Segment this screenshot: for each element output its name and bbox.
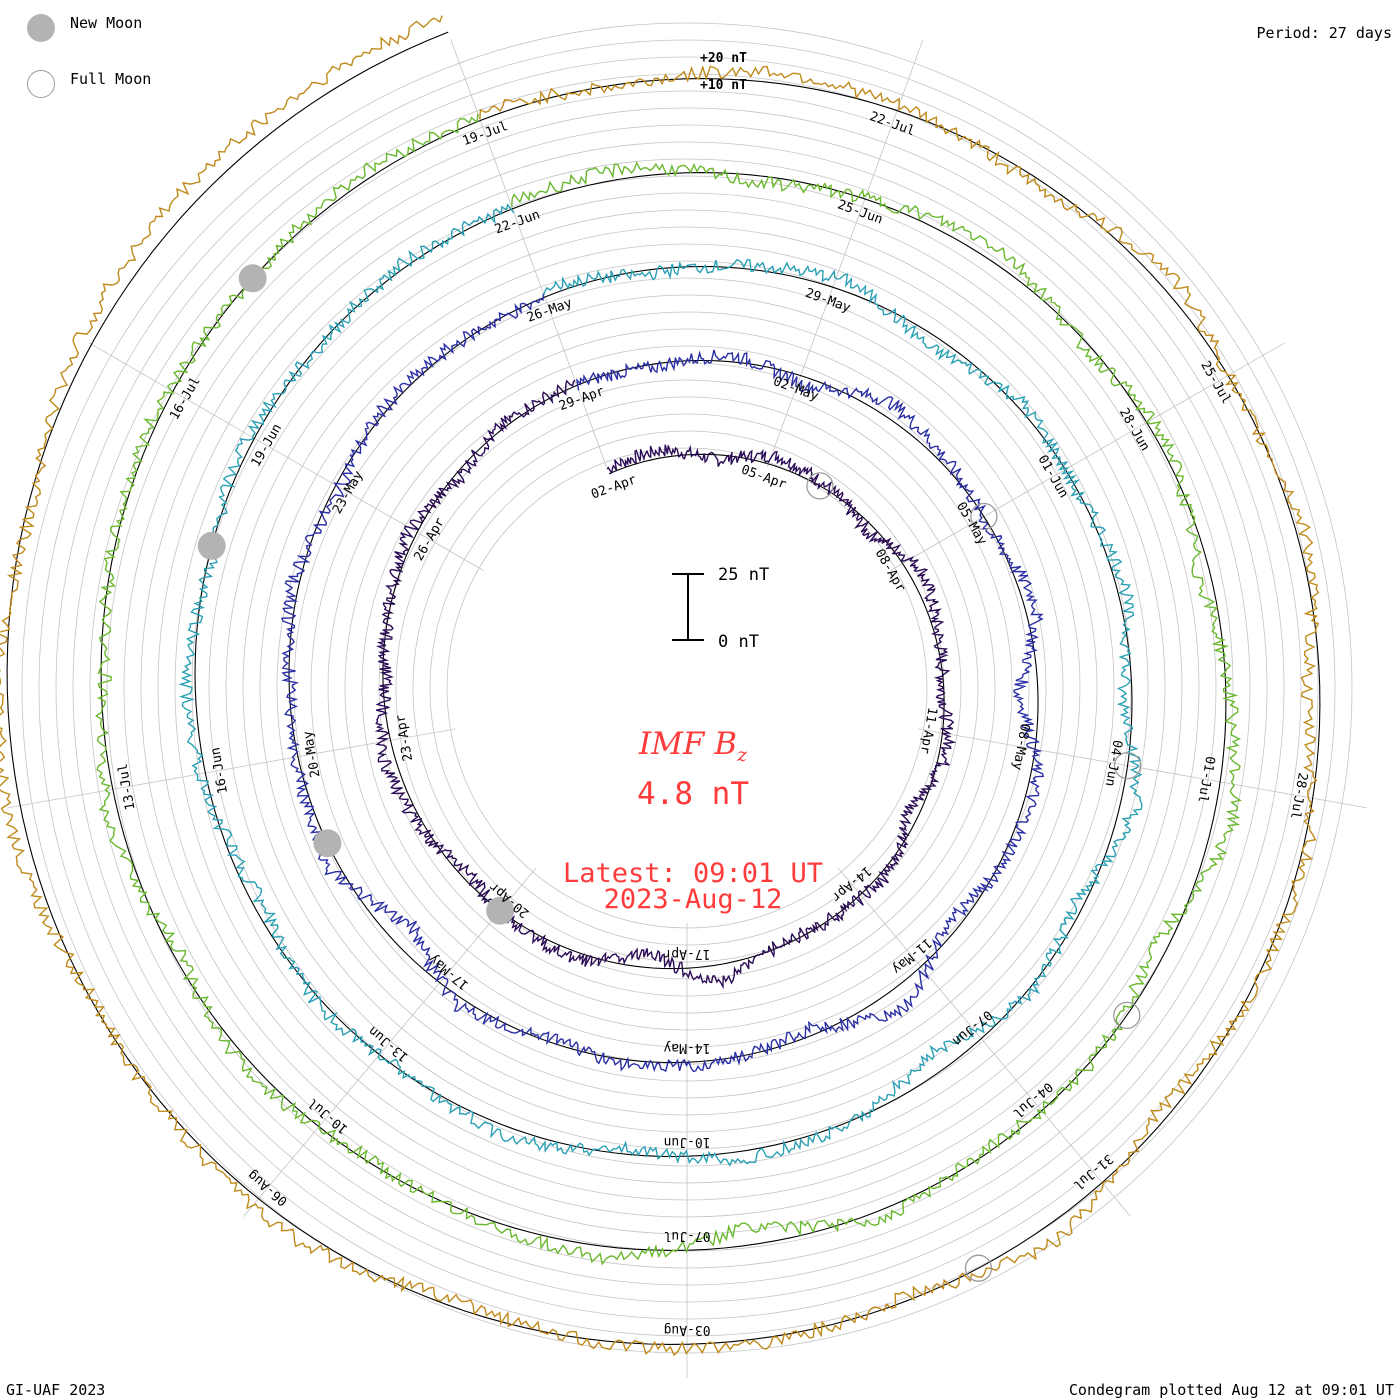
chart-title-main: IMF B <box>638 726 738 762</box>
grid-ring <box>361 362 1013 1014</box>
new-moon-label: New Moon <box>70 14 143 32</box>
date-label: 25-Jun <box>835 197 884 227</box>
date-label: 31-Jul <box>1070 1151 1116 1193</box>
chart-title-sub: z <box>737 744 748 767</box>
latest-date: 2023-Aug-12 <box>603 884 783 915</box>
chart-title: IMF Bz <box>0 726 1386 766</box>
scale-bar: 25 nT 0 nT <box>672 565 769 652</box>
date-label: 22-Jul <box>867 109 916 139</box>
footer-credit: GI-UAF 2023 <box>6 1381 106 1399</box>
date-label: 10-Jun <box>664 1134 711 1149</box>
date-label: 26-May <box>525 296 574 326</box>
bz-trace-2023-May-26 <box>178 203 1143 1167</box>
scale-bar-bottom-label: 0 nT <box>718 632 759 652</box>
ring-scale-labels: +20 nT +10 nT <box>700 51 747 93</box>
date-label: 07-Jul <box>664 1228 711 1243</box>
latest-time: Latest: 09:01 UT <box>562 858 824 889</box>
day-spoke <box>89 342 484 571</box>
full-moon-marker <box>1113 1001 1141 1030</box>
period-label: Period: 27 days <box>1256 24 1392 42</box>
date-label: 04-Jul <box>1010 1079 1056 1121</box>
full-moon-marker <box>806 472 834 500</box>
bz-traces <box>0 15 1320 1357</box>
bz-trace-2023-Jul-19 <box>0 15 1320 1357</box>
day-spoke <box>837 867 1131 1217</box>
new-moon-marker <box>313 829 342 858</box>
ring-scale-upper: +20 nT <box>700 51 747 66</box>
date-label: 29-May <box>803 286 852 316</box>
date-label: 22-Jun <box>493 207 542 237</box>
new-moon-marker <box>486 896 515 925</box>
zero-spiral <box>6 31 1321 1345</box>
grid-ring <box>446 447 928 929</box>
date-label: 17-Apr <box>663 946 710 961</box>
zero-circles <box>6 31 1321 1345</box>
day-spoke <box>918 728 1367 809</box>
date-label: 19-Jul <box>461 119 510 149</box>
latest-value: 4.8 nT <box>637 776 749 812</box>
full-moon-marker <box>970 502 998 531</box>
footer-plotted: Condegram plotted Aug 12 at 09:01 UT <box>1068 1381 1394 1399</box>
date-label: 13-Jun <box>366 1023 412 1065</box>
new-moon-marker <box>197 531 226 560</box>
full-moon-label: Full Moon <box>70 70 152 88</box>
scale-bar-top-label: 25 nT <box>718 565 769 585</box>
date-label: 02-Apr <box>589 472 638 502</box>
date-label: 03-Aug <box>664 1322 711 1337</box>
bz-trace-2023-Apr-02 <box>374 379 957 990</box>
date-label: 29-Apr <box>557 384 606 414</box>
full-moon-icon <box>27 70 55 98</box>
new-moon-marker <box>238 264 267 293</box>
date-label: 01-Jun <box>1034 453 1070 501</box>
bz-trace-2023-Jun-22 <box>95 113 1242 1266</box>
day-spoke <box>450 39 607 468</box>
new-moon-icon <box>27 14 55 42</box>
date-label: 19-Jun <box>249 421 285 469</box>
full-moon-marker <box>964 1254 993 1282</box>
day-spokes <box>7 39 1367 1379</box>
date-label: 10-Jul <box>305 1095 351 1137</box>
moon-markers <box>197 264 1142 1282</box>
ring-scale-lower: +10 nT <box>700 78 747 93</box>
date-label: 07-Jun <box>949 1007 995 1049</box>
date-label: 23-May <box>330 468 367 516</box>
day-spoke <box>243 867 537 1217</box>
day-spoke <box>890 342 1285 571</box>
date-label: 16-Jul <box>167 374 203 422</box>
date-label: 08-Apr <box>872 547 909 595</box>
full-moon-marker <box>1113 751 1142 780</box>
bz-trace-2023-Apr-29 <box>280 293 1045 1073</box>
date-label: 14-May <box>663 1040 710 1055</box>
